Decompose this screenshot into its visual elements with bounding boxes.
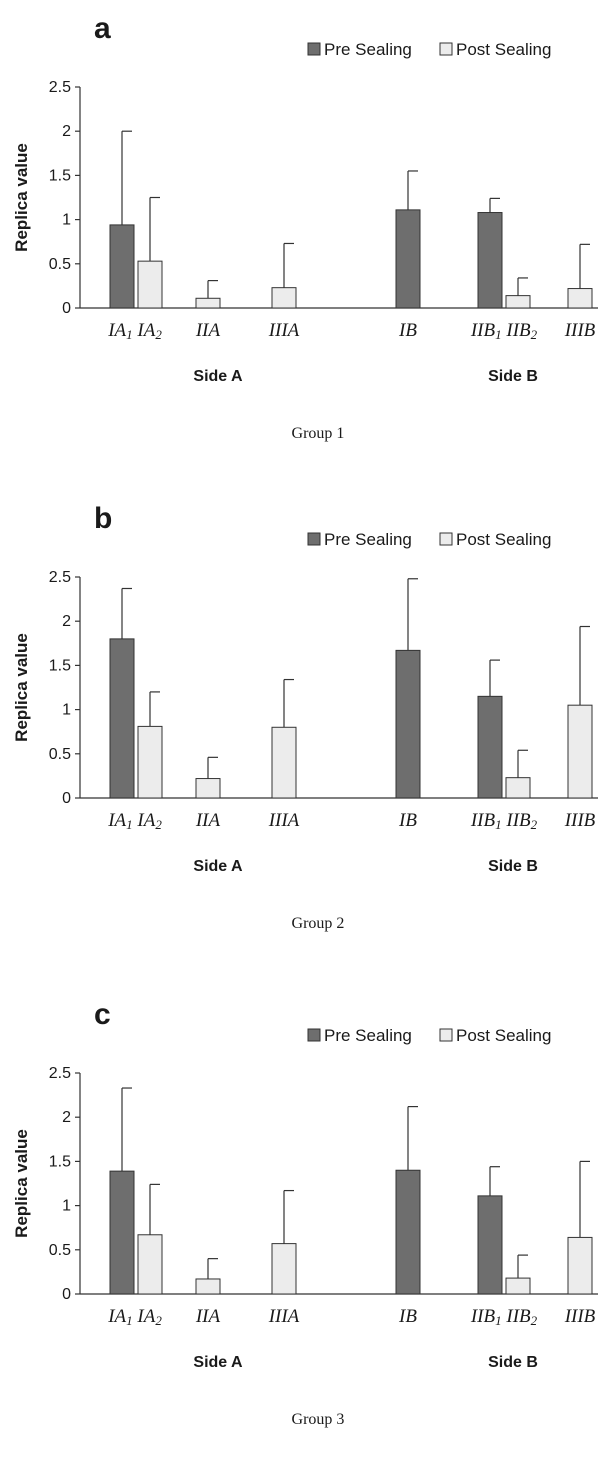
legend-label-pre: Pre Sealing xyxy=(324,40,412,59)
bar-post-IA2 xyxy=(137,1234,163,1295)
bar-pre-IB xyxy=(395,1169,421,1295)
x-tick-label-2: IIIA xyxy=(268,320,300,341)
panel-letter: c xyxy=(94,998,111,1031)
y-tick-label: 1.5 xyxy=(49,1153,71,1170)
x-tick-label-1: IIA xyxy=(195,1306,221,1327)
bar-pre-IA1 xyxy=(109,638,135,799)
legend-swatch-post xyxy=(439,42,453,56)
group-caption: Group 3 xyxy=(292,1411,345,1428)
y-axis-label: Replica value xyxy=(12,1129,31,1238)
x-tick-label-0: IA1​ IA2​ xyxy=(107,320,162,342)
x-tick-label-4: IIB1​ IIB2​ xyxy=(470,320,538,342)
y-tick-label: 0.5 xyxy=(49,256,71,273)
legend-swatch-post xyxy=(439,1028,453,1042)
bar-post-IIIB xyxy=(567,288,593,309)
y-tick-label: 0.5 xyxy=(49,1242,71,1259)
panel-letter: b xyxy=(94,502,112,535)
side-label-1: Side B xyxy=(488,1354,538,1371)
y-tick-label: 1.5 xyxy=(49,167,71,184)
y-axis-label: Replica value xyxy=(12,633,31,742)
y-tick-label: 1 xyxy=(62,1198,71,1215)
panel-letter: a xyxy=(94,12,111,45)
group-caption: Group 2 xyxy=(292,915,345,932)
legend-label-pre: Pre Sealing xyxy=(324,1026,412,1045)
bar-pre-IB xyxy=(395,209,421,309)
x-tick-label-3: IB xyxy=(398,320,417,341)
bar-pre-IIB1 xyxy=(477,695,503,799)
bar-post-IIB2 xyxy=(505,295,531,309)
side-label-0: Side A xyxy=(193,368,243,385)
chart-panel-a: a Pre Sealing Post Sealing Replica value 0 0.… xyxy=(0,0,604,480)
x-tick-label-0: IA1​ IA2​ xyxy=(107,1306,162,1328)
x-tick-label-4: IIB1​ IIB2​ xyxy=(470,810,538,832)
x-tick-label-5: IIIB xyxy=(564,810,596,831)
bar-chart-c: c Pre Sealing Post Sealing Replica value 0 0.… xyxy=(12,998,598,1428)
bar-pre-IIB1 xyxy=(477,1195,503,1295)
legend-label-post: Post Sealing xyxy=(456,1026,551,1045)
bar-post-IIIA xyxy=(271,726,297,799)
side-label-1: Side B xyxy=(488,858,538,875)
legend: Pre Sealing Post Sealing xyxy=(307,40,551,59)
chart-panel-c: c Pre Sealing Post Sealing Replica value 0 0.… xyxy=(0,986,604,1466)
y-tick-label: 0.5 xyxy=(49,746,71,763)
bar-post-IIB2 xyxy=(505,777,531,799)
bar-post-IIA xyxy=(195,778,221,799)
bar-post-IIIB xyxy=(567,1236,593,1295)
x-tick-label-1: IIA xyxy=(195,810,221,831)
y-tick-label: 0 xyxy=(62,1286,71,1303)
legend-label-post: Post Sealing xyxy=(456,530,551,549)
x-tick-label-2: IIIA xyxy=(268,1306,300,1327)
legend-label-post: Post Sealing xyxy=(456,40,551,59)
y-tick-label: 0 xyxy=(62,300,71,317)
side-label-0: Side A xyxy=(193,1354,243,1371)
bar-chart-b: b Pre Sealing Post Sealing Replica value 0 0.… xyxy=(12,502,598,932)
bar-pre-IA1 xyxy=(109,1170,135,1295)
y-tick-label: 0 xyxy=(62,790,71,807)
bar-post-IIA xyxy=(195,1278,221,1295)
side-label-1: Side B xyxy=(488,368,538,385)
bar-chart-a: a Pre Sealing Post Sealing Replica value 0 0.… xyxy=(12,12,598,442)
x-tick-label-4: IIB1​ IIB2​ xyxy=(470,1306,538,1328)
x-tick-label-0: IA1​ IA2​ xyxy=(107,810,162,832)
bar-post-IIIA xyxy=(271,287,297,309)
chart-panel-b: b Pre Sealing Post Sealing Replica value 0 0.… xyxy=(0,490,604,970)
y-axis-label: Replica value xyxy=(12,143,31,252)
x-tick-label-2: IIIA xyxy=(268,810,300,831)
y-tick-label: 2 xyxy=(62,123,71,140)
legend-swatch-pre xyxy=(307,532,321,546)
bar-post-IA2 xyxy=(137,260,163,309)
bar-pre-IA1 xyxy=(109,224,135,309)
x-tick-label-3: IB xyxy=(398,810,417,831)
x-tick-label-3: IB xyxy=(398,1306,417,1327)
y-tick-label: 1 xyxy=(62,212,71,229)
bar-pre-IB xyxy=(395,649,421,799)
side-label-0: Side A xyxy=(193,858,243,875)
x-tick-label-1: IIA xyxy=(195,320,221,341)
x-tick-label-5: IIIB xyxy=(564,320,596,341)
y-tick-label: 2.5 xyxy=(49,79,71,96)
legend: Pre Sealing Post Sealing xyxy=(307,530,551,549)
legend-label-pre: Pre Sealing xyxy=(324,530,412,549)
bar-post-IIB2 xyxy=(505,1277,531,1295)
y-tick-label: 2 xyxy=(62,1109,71,1126)
bar-post-IIIB xyxy=(567,704,593,799)
bar-pre-IIB1 xyxy=(477,212,503,309)
legend: Pre Sealing Post Sealing xyxy=(307,1026,551,1045)
group-caption: Group 1 xyxy=(292,425,345,442)
bar-post-IIIA xyxy=(271,1243,297,1295)
x-tick-label-5: IIIB xyxy=(564,1306,596,1327)
y-tick-label: 1.5 xyxy=(49,657,71,674)
y-tick-label: 2.5 xyxy=(49,1065,71,1082)
legend-swatch-post xyxy=(439,532,453,546)
y-tick-label: 1 xyxy=(62,702,71,719)
bar-post-IIA xyxy=(195,297,221,309)
y-tick-label: 2 xyxy=(62,613,71,630)
bar-post-IA2 xyxy=(137,725,163,799)
legend-swatch-pre xyxy=(307,1028,321,1042)
legend-swatch-pre xyxy=(307,42,321,56)
y-tick-label: 2.5 xyxy=(49,569,71,586)
